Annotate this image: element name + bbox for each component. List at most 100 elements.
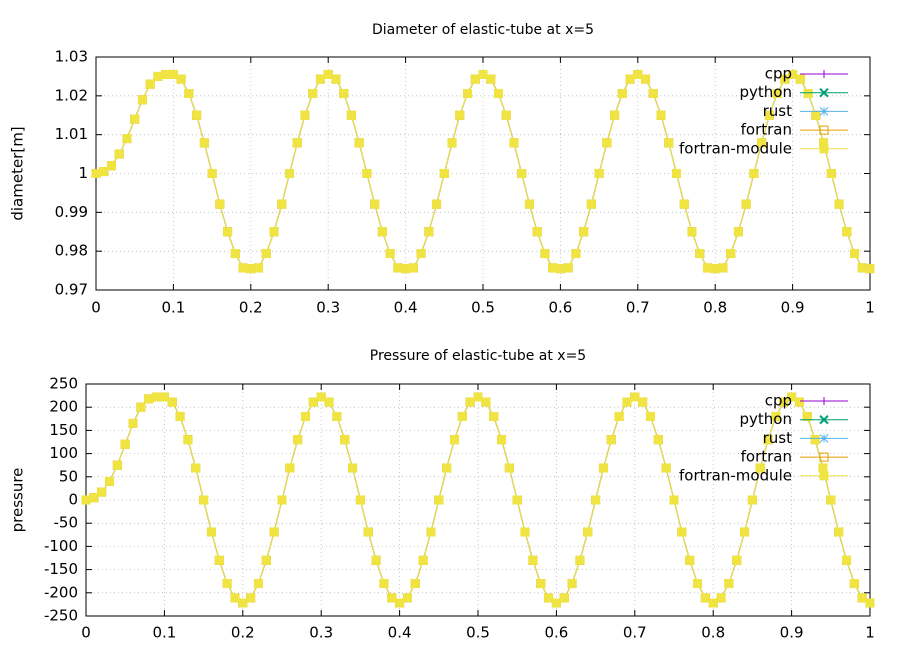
marker (465, 397, 475, 407)
marker (606, 435, 616, 445)
legend-label: fortran (741, 121, 792, 139)
marker (544, 593, 554, 603)
marker (517, 169, 527, 178)
y-tick-label: 0.97 (55, 281, 88, 299)
marker (787, 392, 797, 402)
marker (408, 263, 418, 273)
y-tick-label: -250 (44, 607, 78, 625)
marker (802, 411, 812, 421)
marker (473, 392, 483, 402)
marker (455, 110, 465, 120)
marker (230, 593, 240, 603)
marker (559, 593, 569, 603)
marker (277, 199, 287, 209)
x-tick-label: 0.8 (701, 624, 725, 642)
marker (764, 110, 774, 120)
marker (571, 248, 581, 258)
marker (661, 463, 671, 473)
marker (363, 527, 373, 537)
legend-label: fortran (741, 448, 792, 466)
y-axis-label: pressure (9, 468, 27, 533)
marker (755, 463, 765, 473)
marker (377, 227, 387, 237)
y-axis-label: diameter[m] (9, 126, 27, 220)
marker (447, 138, 457, 148)
marker (583, 527, 593, 537)
marker (230, 248, 240, 258)
y-tick-label: -100 (44, 537, 78, 555)
x-tick-label: 0.3 (309, 624, 333, 642)
marker (426, 527, 436, 537)
y-tick-label: -150 (44, 560, 78, 578)
marker (416, 248, 426, 258)
marker (91, 169, 101, 178)
marker (586, 199, 596, 209)
marker (669, 495, 679, 505)
y-tick-label: 0 (68, 491, 78, 509)
marker (323, 69, 333, 79)
marker (175, 411, 185, 421)
marker (591, 495, 601, 505)
marker (641, 74, 651, 84)
marker (106, 161, 116, 171)
marker (834, 527, 844, 537)
y-tick-label: 150 (49, 421, 78, 439)
marker (803, 89, 813, 99)
marker (114, 149, 124, 159)
marker (346, 110, 356, 120)
marker (214, 555, 224, 565)
marker (842, 227, 852, 237)
marker (300, 110, 310, 120)
marker (579, 227, 589, 237)
marker (424, 227, 434, 237)
marker (442, 463, 452, 473)
marker (540, 248, 550, 258)
marker (379, 579, 389, 589)
marker (733, 227, 743, 237)
marker (504, 463, 514, 473)
marker (130, 114, 140, 124)
marker (112, 460, 122, 470)
marker (819, 414, 829, 425)
legend-label: fortran-module (679, 139, 792, 157)
marker (741, 199, 751, 209)
legend-label: python (740, 410, 792, 428)
marker (316, 392, 326, 402)
marker (486, 74, 496, 84)
marker (528, 555, 538, 565)
marker (757, 138, 767, 148)
x-tick-label: 0.5 (466, 624, 490, 642)
marker (645, 411, 655, 421)
marker (849, 579, 859, 589)
marker (269, 527, 279, 537)
marker (524, 199, 534, 209)
marker (136, 402, 146, 412)
marker (81, 495, 91, 505)
marker (563, 263, 573, 273)
marker (819, 452, 829, 462)
marker (819, 471, 829, 481)
marker (602, 138, 612, 148)
x-tick-label: 0.7 (623, 624, 647, 642)
marker (718, 263, 728, 273)
marker (664, 138, 674, 148)
marker (332, 411, 342, 421)
marker (489, 411, 499, 421)
marker (702, 263, 712, 273)
marker (693, 579, 703, 589)
marker (192, 110, 202, 120)
marker (555, 264, 565, 274)
y-tick-label: 0.99 (55, 203, 88, 221)
marker (509, 138, 519, 148)
marker (340, 435, 350, 445)
marker (732, 555, 742, 565)
marker (865, 264, 875, 274)
y-tick-label: 0.98 (55, 242, 88, 260)
legend-label: fortran-module (679, 466, 792, 484)
marker (820, 397, 828, 405)
marker (199, 495, 209, 505)
marker (144, 394, 154, 404)
marker (176, 74, 186, 84)
marker (89, 493, 99, 503)
marker (128, 418, 138, 428)
